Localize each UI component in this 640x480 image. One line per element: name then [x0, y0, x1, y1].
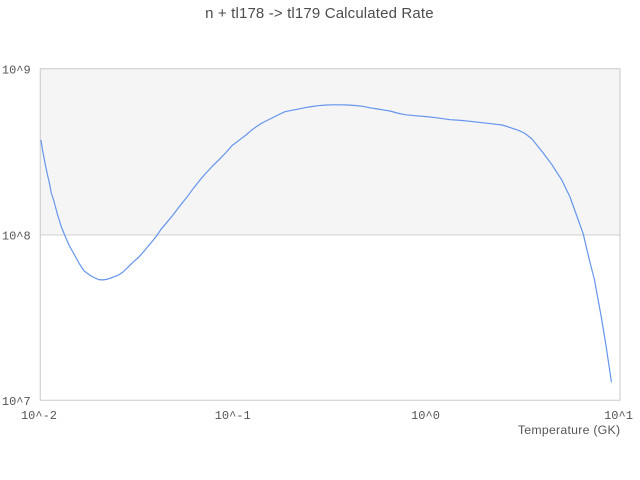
svg-text:10^8: 10^8 [2, 230, 31, 244]
svg-text:10^1: 10^1 [604, 409, 633, 423]
svg-text:n + tl178 -> tl179 Calculated: n + tl178 -> tl179 Calculated Rate [205, 5, 434, 22]
svg-text:10^-1: 10^-1 [215, 409, 251, 423]
svg-text:10^9: 10^9 [2, 64, 31, 78]
svg-text:10^-2: 10^-2 [21, 409, 57, 423]
svg-text:10^0: 10^0 [411, 409, 440, 423]
svg-text:Temperature (GK): Temperature (GK) [518, 423, 620, 437]
svg-text:10^7: 10^7 [2, 395, 31, 409]
